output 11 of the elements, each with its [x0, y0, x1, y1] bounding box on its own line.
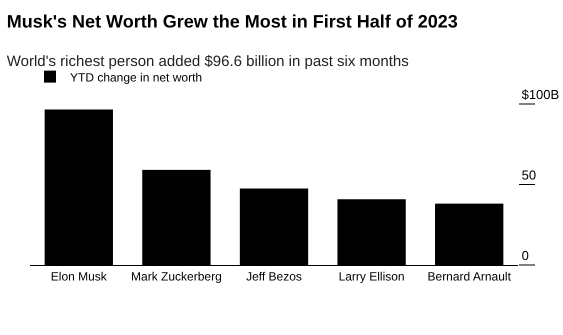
x-tick-label: Jeff Bezos — [246, 269, 302, 284]
chart-title: Musk's Net Worth Grew the Most in First Half of 2023 — [6, 12, 458, 32]
y-tick-label: $100B — [522, 86, 560, 102]
chart-subtitle: World's richest person added $96.6 billion in past six months — [6, 53, 409, 70]
y-tick-label: 0 — [522, 248, 529, 263]
x-tick-label: Bernard Arnault — [428, 269, 512, 284]
x-tick-label: Mark Zuckerberg — [131, 269, 222, 284]
x-tick-label: Elon Musk — [50, 269, 108, 284]
x-tick-label: Larry Ellison — [338, 269, 405, 284]
y-tick-label: 50 — [522, 167, 536, 182]
legend-label: YTD change in net worth — [70, 70, 202, 84]
